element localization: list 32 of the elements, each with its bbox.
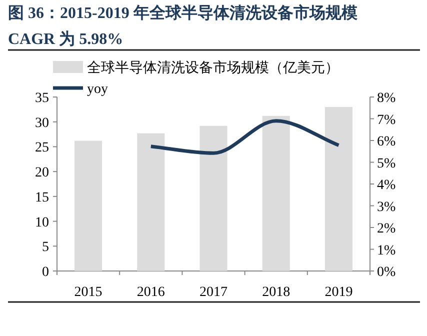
y2-tick-label: 8% [377,91,396,106]
y-tick-label: 10 [35,215,49,230]
y-tick-label: 15 [35,190,49,206]
x-tick-label: 2015 [74,285,102,300]
y2-tick-label: 5% [377,156,396,172]
y2-tick-label: 4% [377,178,396,193]
legend-label: 全球半导体清洗设备市场规模（亿美元） [87,60,339,76]
chart-title: 图 36：2015-2019 年全球半导体清洗设备市场规模 [8,4,358,22]
y-tick-label: 20 [35,166,49,181]
y2-tick-label: 6% [377,134,396,150]
y-tick-label: 0 [42,265,49,280]
x-tick-label: 2017 [200,285,228,300]
bar [324,106,352,271]
y2-tick-label: 3% [377,200,396,215]
y-tick-label: 25 [35,140,49,156]
y-tick-label: 35 [35,91,49,106]
y2-tick-label: 1% [377,243,396,258]
y-tick-label: 30 [35,116,49,131]
x-tick-label: 2018 [262,285,290,300]
y2-tick-label: 0% [377,265,396,280]
y2-tick-label: 7% [377,112,396,128]
bar [137,133,165,271]
legend-label: yoy [87,82,108,97]
y-tick-label: 5 [42,240,49,256]
x-tick-label: 2019 [324,285,353,300]
y2-tick-label: 2% [377,222,396,236]
chart-subtitle: CAGR 为 5.98% [8,30,124,48]
bar [262,116,290,271]
line-series [149,119,340,155]
x-tick-label: 2016 [136,285,165,300]
bar [74,140,102,271]
bar [200,126,228,271]
